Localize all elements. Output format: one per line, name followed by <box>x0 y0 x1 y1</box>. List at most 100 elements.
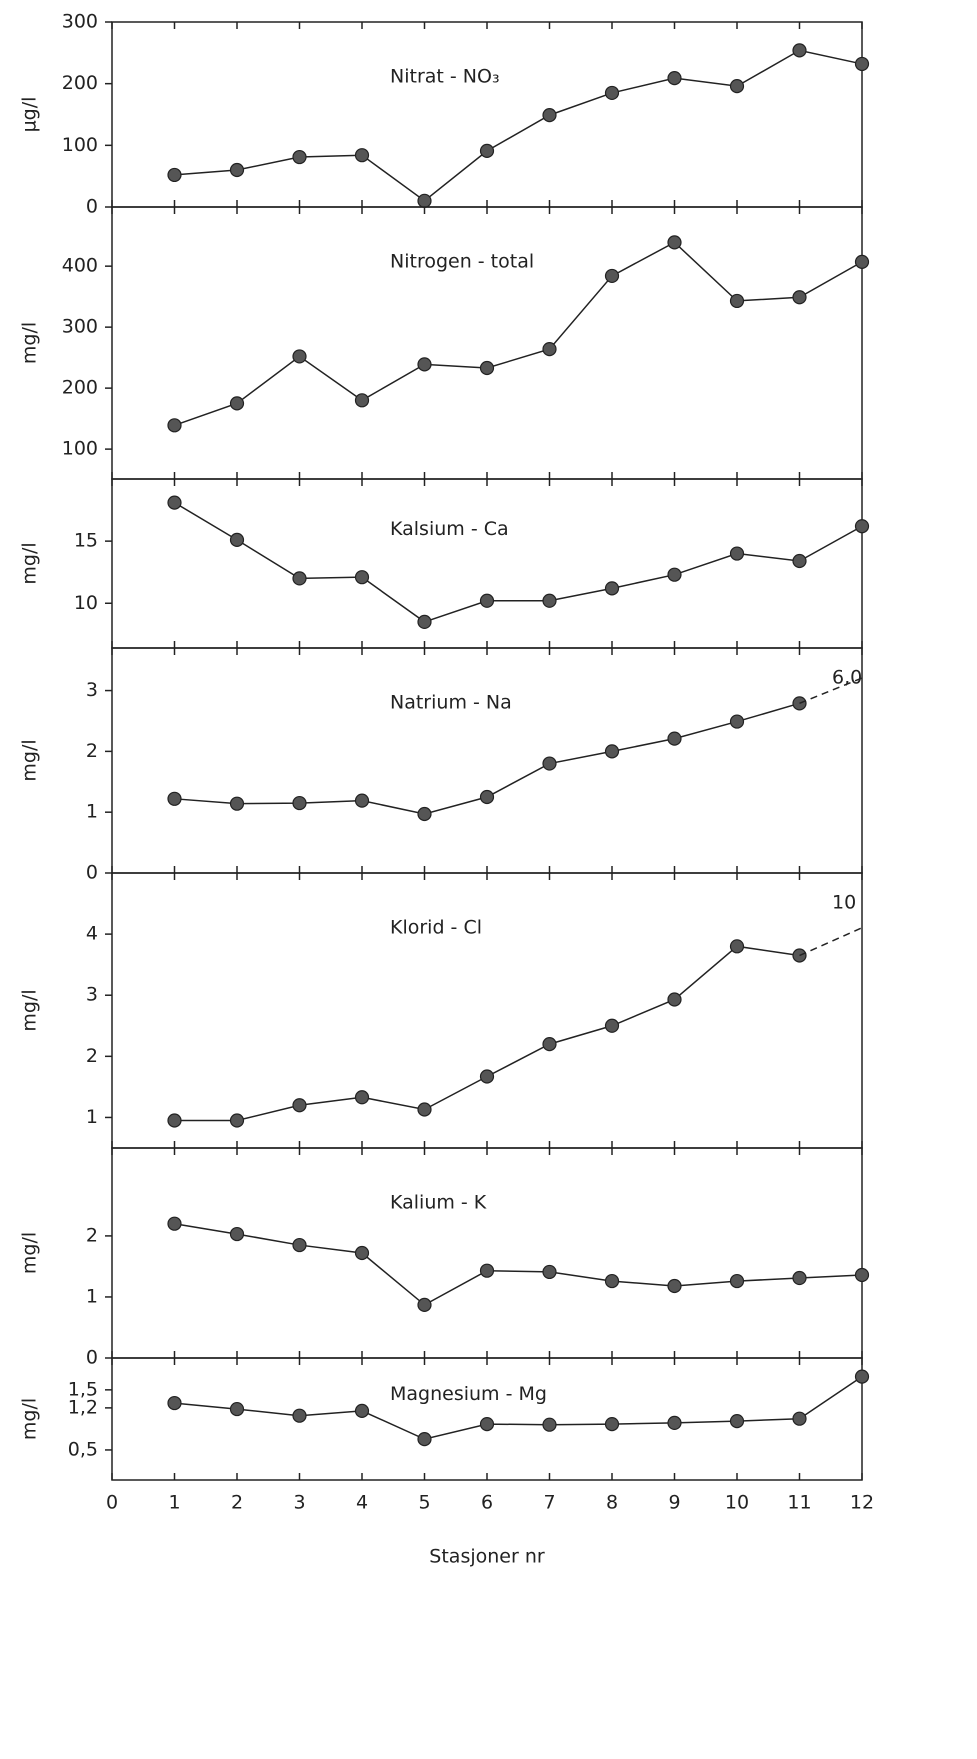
y-tick-label: 400 <box>62 255 98 277</box>
series-line <box>174 1376 863 1440</box>
data-point <box>729 293 745 309</box>
series-line <box>174 241 863 427</box>
y-tick-label: 1 <box>86 1285 98 1307</box>
data-point <box>354 393 370 408</box>
data-point <box>729 546 745 561</box>
data-point <box>292 349 307 364</box>
data-point <box>167 791 182 806</box>
data-point <box>292 149 307 165</box>
data-point <box>167 418 182 433</box>
data-point <box>229 162 245 178</box>
data-point <box>792 43 807 58</box>
data-point <box>479 1263 495 1278</box>
panel-title: Natrium - Na <box>390 692 512 714</box>
panel-frame <box>111 647 863 874</box>
y-tick-label: 200 <box>62 72 98 94</box>
data-point <box>542 593 557 608</box>
y-tick-label: 10 <box>74 592 98 614</box>
data-point <box>729 1273 745 1289</box>
y-tick-label: 0 <box>86 1347 98 1369</box>
y-tick-label: 0 <box>86 862 98 884</box>
data-point <box>542 108 557 123</box>
y-tick-label: 2 <box>86 740 98 762</box>
x-tick-label: 6 <box>481 1492 493 1514</box>
annotation: 6,0 <box>832 667 862 689</box>
panel-title: Kalsium - Ca <box>390 518 509 540</box>
panel-frame <box>111 478 863 649</box>
data-point <box>667 567 682 582</box>
data-point <box>417 806 432 822</box>
x-tick-label: 11 <box>787 1492 811 1514</box>
panel-title: Nitrogen - total <box>390 251 534 273</box>
data-point <box>167 1113 182 1128</box>
data-point <box>354 1090 370 1105</box>
data-point <box>729 939 745 954</box>
data-point <box>354 1245 370 1261</box>
data-point <box>354 570 370 585</box>
data-point <box>479 1069 495 1084</box>
x-tick-label: 0 <box>106 1492 118 1514</box>
data-point <box>167 167 182 183</box>
data-point <box>417 1432 432 1447</box>
data-point <box>604 1018 620 1033</box>
y-axis-label: µg/l <box>19 97 41 133</box>
y-tick-label: 1,2 <box>68 1396 98 1418</box>
x-tick-label: 7 <box>543 1492 555 1514</box>
data-point <box>167 1216 182 1231</box>
y-tick-label: 2 <box>86 1045 98 1067</box>
panel-title: Nitrat - NO₃ <box>390 66 500 88</box>
panel-frame <box>111 206 863 480</box>
y-tick-label: 4 <box>86 923 98 945</box>
data-point <box>729 1414 745 1429</box>
data-point <box>167 1395 182 1411</box>
x-tick-label: 1 <box>168 1492 180 1514</box>
data-point <box>854 254 870 269</box>
y-tick-label: 300 <box>62 11 98 33</box>
data-point <box>792 290 807 305</box>
x-tick-label: 9 <box>668 1492 680 1514</box>
data-point <box>479 789 495 805</box>
data-point <box>479 1417 495 1432</box>
y-tick-label: 0,5 <box>68 1438 98 1460</box>
y-axis-label: mg/l <box>19 542 41 584</box>
annotation: 10 <box>832 892 856 914</box>
y-axis-label: mg/l <box>19 1232 41 1274</box>
x-tick-label: 2 <box>231 1492 243 1514</box>
data-point <box>229 1113 245 1128</box>
data-point <box>417 1102 432 1117</box>
data-point <box>292 1237 307 1253</box>
data-point <box>667 731 682 746</box>
panel-frame <box>111 872 863 1149</box>
data-point <box>667 1278 682 1294</box>
y-tick-label: 1 <box>86 1106 98 1128</box>
data-point <box>667 1415 682 1431</box>
off-scale-line <box>799 927 863 957</box>
series-line <box>174 501 863 623</box>
panel-frame <box>111 1147 863 1359</box>
data-point <box>542 341 557 357</box>
data-point <box>854 519 870 534</box>
y-tick-label: 15 <box>74 530 98 552</box>
data-point <box>792 1411 807 1426</box>
y-tick-label: 100 <box>62 438 98 460</box>
series-line <box>174 945 800 1122</box>
data-point <box>854 56 870 72</box>
data-point <box>542 1037 557 1052</box>
series-line <box>174 49 863 202</box>
y-tick-label: 3 <box>86 679 98 701</box>
y-axis-label: mg/l <box>19 322 41 364</box>
data-point <box>354 148 370 163</box>
data-point <box>667 235 682 250</box>
data-point <box>292 571 307 586</box>
data-point <box>417 614 432 630</box>
y-tick-label: 3 <box>86 984 98 1006</box>
x-axis-label: Stasjoner nr <box>429 1546 545 1568</box>
data-point <box>354 1403 370 1418</box>
data-point <box>854 1267 870 1283</box>
data-point <box>604 1273 620 1289</box>
data-point <box>417 193 432 208</box>
x-tick-label: 10 <box>725 1492 749 1514</box>
x-tick-label: 4 <box>356 1492 368 1514</box>
x-tick-label: 5 <box>418 1492 430 1514</box>
data-point <box>604 85 620 101</box>
